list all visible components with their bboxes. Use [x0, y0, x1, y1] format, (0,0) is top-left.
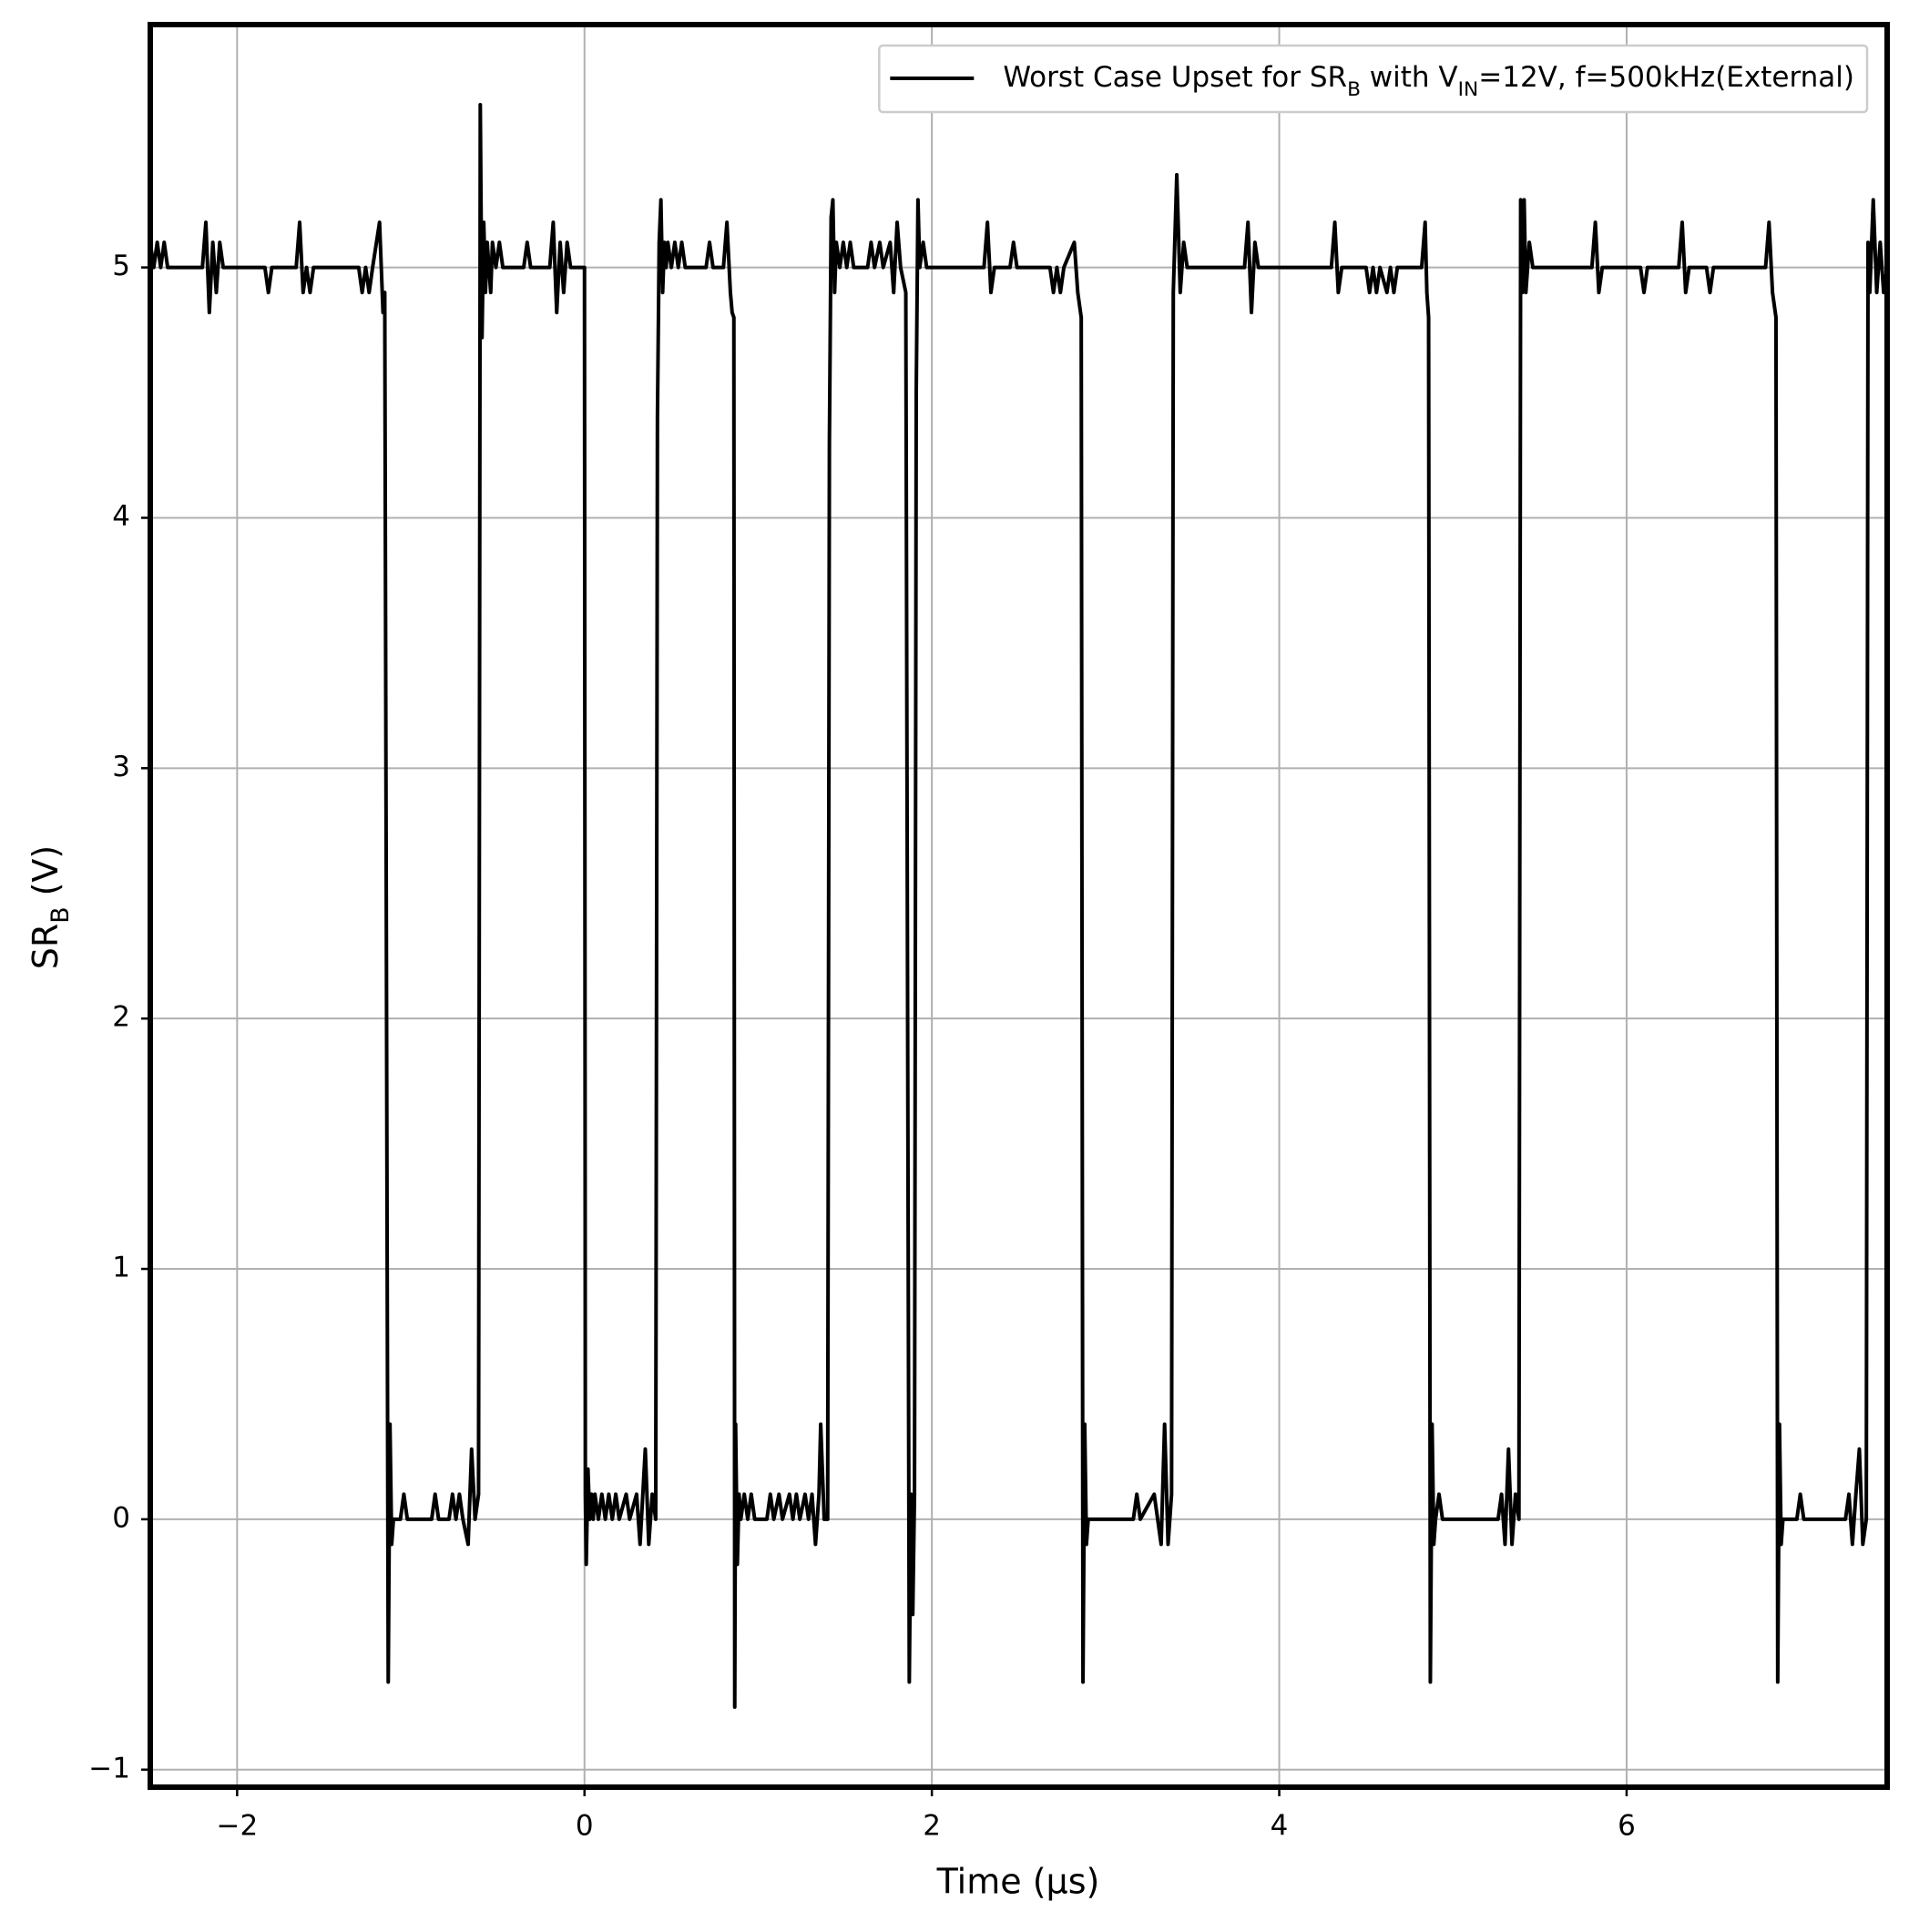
- y-tick-label: 2: [112, 1001, 130, 1034]
- data-line: [148, 102, 1889, 1710]
- x-axis-label: Time (µs): [936, 1862, 1100, 1902]
- x-tick-label: 2: [923, 1810, 941, 1843]
- text-run: =12V, f=500kHz(External): [1478, 61, 1854, 94]
- y-tick-label: −1: [88, 1752, 130, 1784]
- x-tick-label: −2: [216, 1810, 258, 1843]
- y-tick-label: 0: [112, 1501, 130, 1534]
- x-tick-label: 6: [1618, 1810, 1636, 1843]
- y-tick-label: 5: [112, 250, 130, 282]
- text-run: with V: [1361, 61, 1458, 94]
- legend: Worst Case Upset for SRB with VIN=12V, f…: [878, 44, 1869, 114]
- x-tick-label: 0: [576, 1810, 594, 1843]
- ticks: −2 0 2 4 6 −1 0 1 2 3 4 5: [88, 250, 1636, 1842]
- subscript: B: [46, 906, 75, 923]
- x-tick-label: 4: [1271, 1810, 1289, 1843]
- text-run: Worst Case Upset for SR: [1003, 61, 1347, 94]
- legend-label: Worst Case Upset for SRB with VIN=12V, f…: [1003, 61, 1854, 101]
- legend-box: [878, 44, 1869, 114]
- subscript: IN: [1458, 78, 1479, 101]
- text-run: (V): [26, 845, 66, 907]
- y-tick-label: 3: [112, 751, 130, 783]
- y-axis-label: SRB (V): [26, 845, 76, 970]
- y-tick-label: 4: [112, 500, 130, 533]
- subscript: B: [1347, 78, 1361, 101]
- axes-frame: [148, 22, 1890, 1790]
- y-tick-label: 1: [112, 1252, 130, 1284]
- text-run: SR: [26, 924, 66, 970]
- plot-area: [148, 102, 1889, 1710]
